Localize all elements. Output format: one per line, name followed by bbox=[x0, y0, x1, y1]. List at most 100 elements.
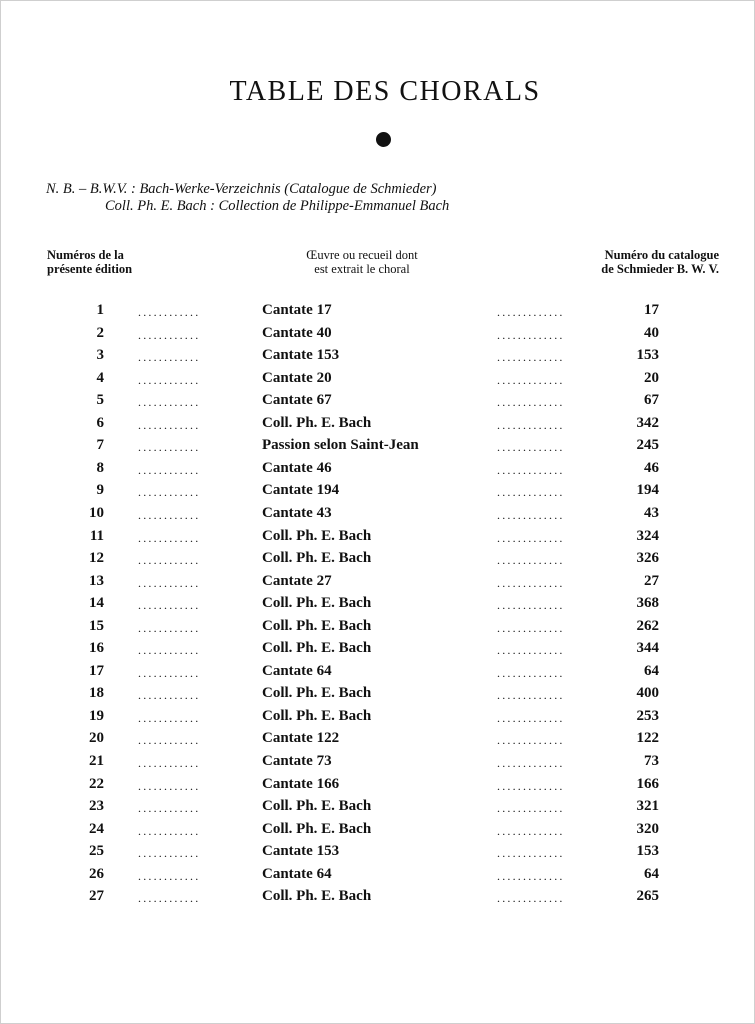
source-work: Coll. Ph. E. Bach bbox=[262, 595, 372, 612]
chorale-number: 26 bbox=[89, 865, 104, 882]
dot-leader: ............. bbox=[497, 530, 565, 545]
source-work: Coll. Ph. E. Bach bbox=[262, 798, 372, 815]
chorale-number: 14 bbox=[89, 595, 104, 612]
table-row: 22............ Cantate 166............. 16… bbox=[0, 776, 755, 798]
dot-leader: ............. bbox=[497, 665, 565, 680]
table-row: 9............ Cantate 194............. 194 bbox=[0, 482, 755, 504]
source-work: Coll. Ph. E. Bach bbox=[262, 550, 372, 567]
bwv-number: 166 bbox=[636, 775, 660, 792]
bwv-number: 40 bbox=[644, 324, 659, 341]
table-row: 6............ Coll. Ph. E. Bach..........… bbox=[0, 415, 755, 437]
dot-leader: ............ bbox=[138, 507, 201, 522]
bwv-number: 342 bbox=[636, 414, 660, 431]
source-work: Cantate 46 bbox=[262, 459, 332, 476]
chorale-number: 25 bbox=[89, 843, 104, 860]
dot-leader: ............ bbox=[138, 417, 201, 432]
chorale-number: 20 bbox=[89, 730, 104, 747]
chorale-number: 23 bbox=[89, 798, 104, 815]
source-work: Cantate 67 bbox=[262, 392, 332, 409]
chorale-number: 27 bbox=[89, 888, 104, 905]
table-row: 16............ Coll. Ph. E. Bach.........… bbox=[0, 640, 755, 662]
dot-leader: ............ bbox=[138, 440, 201, 455]
source-work: Cantate 40 bbox=[262, 324, 332, 341]
chorale-number: 15 bbox=[89, 617, 104, 634]
chorale-number: 12 bbox=[89, 550, 104, 567]
source-work: Cantate 153 bbox=[262, 347, 340, 364]
bwv-number: 321 bbox=[636, 798, 660, 815]
table-row: 20............ Cantate 122............. 12… bbox=[0, 730, 755, 752]
table-row: 11............ Coll. Ph. E. Bach.........… bbox=[0, 528, 755, 550]
page-title: TABLE DES CHORALS bbox=[229, 76, 541, 107]
chorale-number: 7 bbox=[96, 437, 105, 454]
header-work-line2: est extrait le choral bbox=[314, 262, 410, 276]
bwv-number: 400 bbox=[636, 685, 660, 702]
chorale-number: 3 bbox=[96, 347, 105, 364]
table-row: 17............ Cantate 64............. 64 bbox=[0, 663, 755, 685]
dot-leader: ............. bbox=[497, 733, 565, 748]
dot-leader: ............. bbox=[497, 891, 565, 906]
note-coll: Coll. Ph. E. Bach : Collection de Philip… bbox=[105, 198, 450, 214]
bwv-number: 344 bbox=[636, 640, 660, 657]
bwv-number: 43 bbox=[644, 504, 659, 521]
dot-leader: ............. bbox=[497, 507, 565, 522]
chorale-number: 2 bbox=[96, 324, 105, 341]
source-work: Cantate 20 bbox=[262, 369, 332, 386]
bwv-number: 153 bbox=[636, 347, 660, 364]
table-row: 8............ Cantate 46............. 46 bbox=[0, 460, 755, 482]
bwv-number: 262 bbox=[636, 617, 660, 634]
table-row: 2............ Cantate 40............. 40 bbox=[0, 325, 755, 347]
table-row: 18............ Coll. Ph. E. Bach.........… bbox=[0, 685, 755, 707]
dot-leader: ............ bbox=[138, 846, 201, 861]
header-bwv-line1: Numéro du catalogue bbox=[604, 248, 719, 262]
bwv-number: 245 bbox=[636, 437, 660, 454]
chorale-number: 5 bbox=[96, 392, 105, 409]
bwv-number: 194 bbox=[636, 482, 660, 499]
header-bwv-line2: de Schmieder B. W. V. bbox=[601, 262, 719, 276]
bwv-number: 20 bbox=[644, 369, 659, 386]
bwv-number: 324 bbox=[636, 527, 660, 544]
dot-leader: ............. bbox=[497, 801, 565, 816]
dot-leader: ............. bbox=[497, 485, 565, 500]
source-work: Coll. Ph. E. Bach bbox=[262, 617, 372, 634]
chorale-number: 24 bbox=[89, 820, 104, 837]
dot-leader: ............ bbox=[138, 598, 201, 613]
dot-leader: ............. bbox=[497, 643, 565, 658]
dot-leader: ............ bbox=[138, 372, 201, 387]
table-row: 3............ Cantate 153............. 153 bbox=[0, 347, 755, 369]
dot-leader: ............. bbox=[497, 710, 565, 725]
source-work: Cantate 73 bbox=[262, 753, 332, 769]
header-work-line1: Œuvre ou recueil dont bbox=[306, 248, 418, 262]
chorale-number: 13 bbox=[89, 572, 104, 589]
dot-leader: ............. bbox=[497, 462, 565, 477]
table-row: 19............ Coll. Ph. E. Bach.........… bbox=[0, 708, 755, 730]
dot-leader: ............ bbox=[138, 350, 201, 365]
bwv-number: 17 bbox=[644, 302, 659, 318]
dot-leader: ............. bbox=[497, 395, 565, 410]
dot-leader: ............. bbox=[497, 778, 565, 793]
dot-leader: ............. bbox=[497, 553, 565, 568]
chorale-number: 9 bbox=[96, 482, 105, 499]
bwv-number: 368 bbox=[636, 595, 660, 612]
table-row: 23............ Coll. Ph. E. Bach.........… bbox=[0, 798, 755, 820]
dot-leader: ............ bbox=[138, 801, 201, 816]
header-bwv: Numéro du catalogue de Schmieder B. W. V… bbox=[601, 248, 719, 276]
table-row: 12............ Coll. Ph. E. Bach.........… bbox=[0, 550, 755, 572]
bwv-number: 67 bbox=[644, 392, 659, 409]
dot-leader: ............. bbox=[497, 756, 565, 770]
bwv-number: 320 bbox=[636, 820, 660, 837]
dot-leader: ............ bbox=[138, 395, 201, 410]
dot-leader: ............ bbox=[138, 778, 201, 793]
source-work: Cantate 27 bbox=[262, 572, 332, 589]
dot-leader: ............ bbox=[138, 710, 201, 725]
source-work: Coll. Ph. E. Bach bbox=[262, 707, 372, 724]
chorale-number: 21 bbox=[89, 753, 104, 769]
dot-leader: ............. bbox=[497, 688, 565, 703]
dot-leader: ............. bbox=[497, 350, 565, 365]
dot-leader: ............. bbox=[497, 440, 565, 455]
dot-leader: ............ bbox=[138, 575, 201, 590]
bwv-number: 265 bbox=[636, 888, 660, 905]
source-work: Cantate 194 bbox=[262, 482, 340, 499]
chorale-number: 10 bbox=[89, 504, 104, 521]
chorale-number: 1 bbox=[96, 302, 105, 318]
header-number: Numéros de la présente édition bbox=[47, 248, 132, 276]
